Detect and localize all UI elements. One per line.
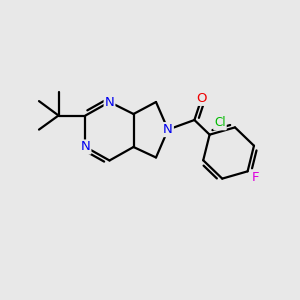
Text: Cl: Cl <box>214 116 226 129</box>
Text: N: N <box>105 95 114 109</box>
Text: O: O <box>196 92 207 105</box>
Text: N: N <box>81 140 90 154</box>
Text: F: F <box>252 171 260 184</box>
Text: N: N <box>163 123 173 136</box>
